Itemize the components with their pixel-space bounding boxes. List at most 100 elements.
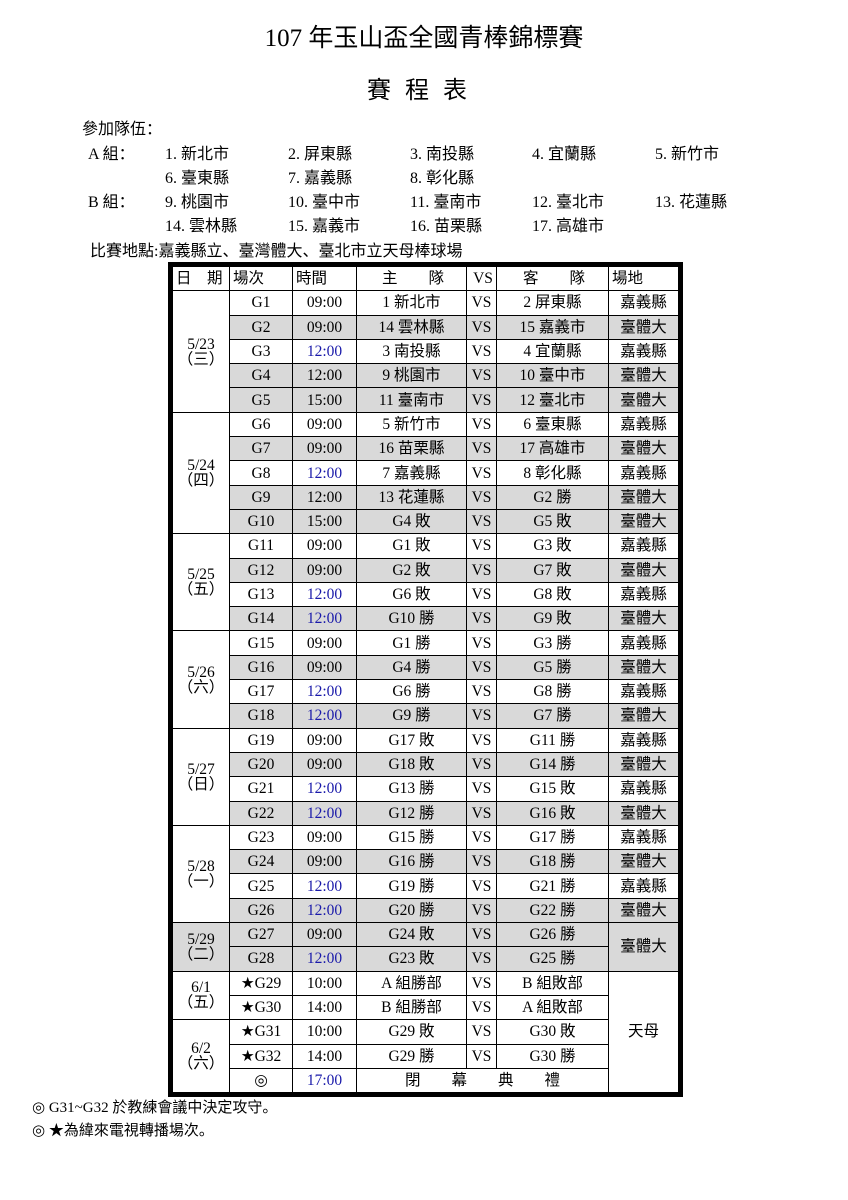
venue: 嘉義縣 [608,460,679,486]
vs-label: VS [466,606,497,632]
vs-label: VS [466,436,497,462]
date: 6/1 [191,979,211,997]
weekday: （五） [177,581,225,599]
vs-label: VS [466,460,497,486]
game-time: 12:00 [292,703,357,729]
event-name: 閉 幕 典 禮 [356,1067,609,1094]
away-team: 12 臺北市 [496,387,609,413]
date: 5/28 [187,857,215,875]
date-cell: 5/26 （六） [172,630,230,729]
home-team: G4 敗 [356,508,467,535]
table-row: G9 12:00 13 花蓮縣 VS G2 勝臺體大 [173,484,679,510]
table-row: ★G32 14:00 G29 勝 VS G30 勝 [173,1043,679,1069]
game-id: G28 [229,946,293,972]
venue: 臺體大 [608,922,679,972]
table-row: G21 12:00 G13 勝 VS G15 敗嘉義縣 [173,776,679,802]
venue: 臺體大 [608,314,679,340]
game-time: 09:00 [292,751,357,778]
away-team: G21 勝 [496,873,609,899]
venue: 嘉義縣 [608,533,679,559]
date: 5/25 [187,566,215,584]
game-time: 12:00 [292,581,357,608]
game-id: G22 [229,800,293,826]
vs-label: VS [466,703,497,729]
date-cell: 5/25 （五） [172,533,230,632]
game-id: G21 [229,776,293,802]
game-id: G4 [229,363,293,389]
game-time: 09:00 [292,727,357,753]
vs-label: VS [466,776,497,802]
away-team: 10 臺中市 [496,363,609,389]
away-team: G8 勝 [496,679,609,705]
home-team: G9 勝 [356,703,467,729]
table-row: G16 09:00 G4 勝 VS G5 勝臺體大 [173,654,679,681]
game-id: G3 [229,338,293,365]
venue: 嘉義縣 [608,630,679,656]
away-team: G30 敗 [496,1019,609,1045]
table-row: G4 12:00 9 桃園市 VS 10 臺中市 臺體大 [173,363,679,389]
vs-label: VS [466,338,497,365]
home-team: G4 勝 [356,654,467,681]
home-team: 9 桃園市 [356,363,467,389]
home-team: 11 臺南市 [356,387,467,413]
vs-label: VS [466,1043,497,1069]
venue: 臺體大 [608,557,679,583]
vs-label: VS [466,654,497,681]
team-entry: 12. 臺北市 [532,194,605,211]
home-team: G1 勝 [356,630,467,656]
home-team: 3 南投縣 [356,338,467,365]
game-time: 09:00 [292,630,357,656]
home-team: G17 敗 [356,727,467,753]
game-time: 09:00 [292,290,357,316]
footnote: ◎ G31~G32 於教練會議中決定攻守。 [32,1100,278,1116]
vs-label: VS [466,290,497,316]
venue: 嘉義縣 [608,776,679,802]
team-entry: 11. 臺南市 [410,194,482,211]
away-team: G17 勝 [496,824,609,851]
vs-label: VS [466,800,497,826]
game-id: G20 [229,751,293,778]
away-team: G14 勝 [496,751,609,778]
away-team: 17 高雄市 [496,436,609,462]
game-id: G24 [229,849,293,875]
game-id: ◎ [229,1067,293,1094]
home-team: 5 新竹市 [356,411,467,438]
table-row: G24 09:00 G16 勝 VS G18 勝臺體大 [173,849,679,875]
home-team: G13 勝 [356,776,467,802]
home-team: G19 勝 [356,873,467,899]
table-row: 6/2 （六） ★G31 10:00 G29 敗 VS G30 敗 [172,1019,679,1094]
game-time: 09:00 [292,824,357,851]
vs-label: VS [466,630,497,656]
column-header: 主 隊 [356,265,467,292]
game-id: G26 [229,897,293,924]
table-row: 5/26 （六） G15 09:00 G1 勝 VS G3 勝嘉義縣 [172,630,679,729]
vs-label: VS [466,387,497,413]
away-team: G8 敗 [496,581,609,608]
game-time: 09:00 [292,654,357,681]
venue: 嘉義縣 [608,824,679,851]
home-team: 1 新北市 [356,290,467,316]
vs-label: VS [466,824,497,851]
away-team: 8 彰化縣 [496,460,609,486]
table-row: G3 12:00 3 南投縣 VS 4 宜蘭縣 嘉義縣 [173,338,679,365]
away-team: A 組敗部 [496,994,609,1021]
home-team: G16 勝 [356,849,467,875]
venue: 天母 [608,970,679,1094]
team-entry: 6. 臺東縣 [165,170,230,187]
away-team: G22 勝 [496,897,609,924]
date-cell: 5/23 （三） [172,290,230,413]
game-time: 14:00 [292,1043,357,1069]
home-team: A 組勝部 [356,970,467,996]
team-entry: 13. 花蓮縣 [655,194,728,211]
game-time: 12:00 [292,606,357,632]
vs-label: VS [466,946,497,972]
game-id: G2 [229,314,293,340]
venue: 嘉義縣 [608,338,679,365]
game-id: G10 [229,508,293,535]
away-team: B 組敗部 [496,970,609,996]
game-time: 12:00 [292,873,357,899]
vs-label: VS [466,994,497,1021]
home-team: B 組勝部 [356,994,467,1021]
home-team: G12 勝 [356,800,467,826]
